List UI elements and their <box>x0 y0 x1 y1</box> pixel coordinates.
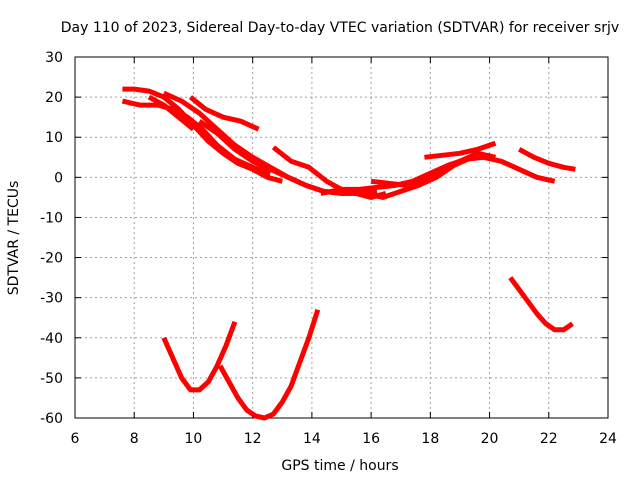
y-tick-label: 10 <box>45 130 63 146</box>
axis-ticks: 6 8 10 12 14 16 18 20 22 24 -60 -50 -40 -30 -20 -10 0 10 2… <box>40 50 617 447</box>
x-tick-label: 12 <box>244 431 262 447</box>
y-tick-label: -40 <box>40 331 63 347</box>
plot-frame <box>74 56 609 419</box>
x-tick-label: 14 <box>303 431 321 447</box>
series-group <box>121 86 576 421</box>
series-line-arc2 <box>121 98 272 176</box>
x-tick-label: 6 <box>71 431 80 447</box>
series-line-arc3 <box>147 94 195 132</box>
y-tick-label: 20 <box>45 90 63 106</box>
x-tick-label: 22 <box>540 431 558 447</box>
series-line-arc11 <box>424 140 497 160</box>
chart-title: Day 110 of 2023, Sidereal Day-to-day VTE… <box>61 20 619 36</box>
y-axis-label: SDTVAR / TECUs <box>6 181 22 296</box>
series-line-arc13 <box>161 320 238 393</box>
grid <box>75 57 608 418</box>
x-tick-label: 10 <box>185 431 203 447</box>
y-tick-label: -30 <box>40 291 63 307</box>
series-line-arc12 <box>518 147 576 172</box>
x-tick-label: 18 <box>421 431 439 447</box>
x-tick-label: 16 <box>362 431 380 447</box>
series-line-arc14 <box>217 308 321 421</box>
series-line-arc5 <box>188 95 260 132</box>
x-tick-label: 20 <box>481 431 499 447</box>
x-tick-label: 24 <box>599 431 617 447</box>
x-axis-label: GPS time / hours <box>281 458 398 474</box>
y-tick-label: -50 <box>40 371 63 387</box>
y-tick-label: -60 <box>40 411 63 427</box>
series-line-arc15 <box>508 276 574 333</box>
y-tick-label: 30 <box>45 50 63 66</box>
series-line-arc10 <box>370 150 497 188</box>
y-tick-label: -10 <box>40 210 63 226</box>
y-tick-label: 0 <box>54 170 63 186</box>
x-tick-label: 8 <box>130 431 139 447</box>
y-tick-label: -20 <box>40 251 63 267</box>
